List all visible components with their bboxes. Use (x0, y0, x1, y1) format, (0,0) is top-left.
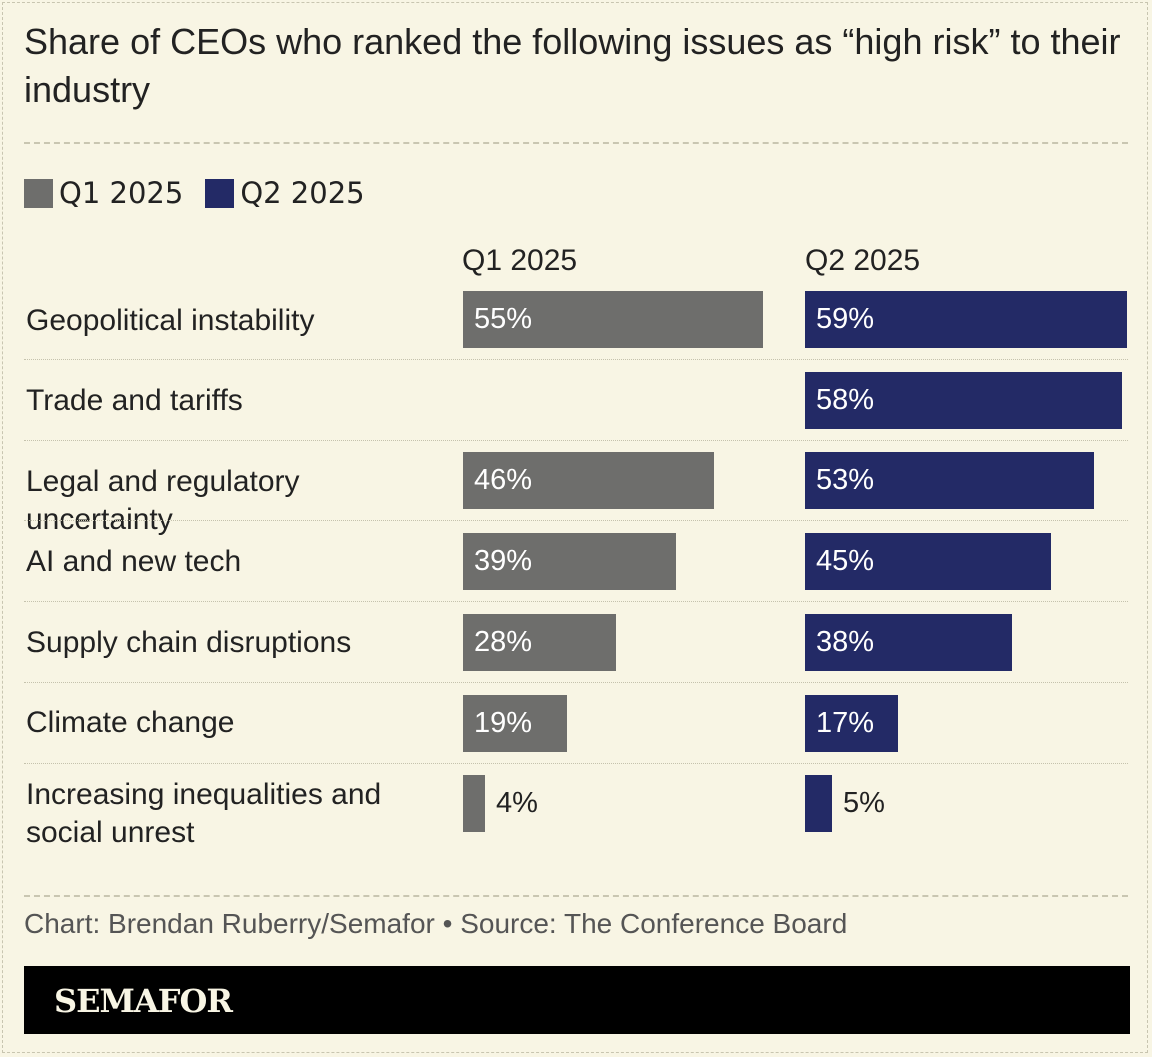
column-header-q2: Q2 2025 (805, 244, 921, 277)
bar-q1 (463, 452, 714, 509)
bar-q2 (805, 775, 832, 832)
row-separator (24, 763, 1128, 764)
category-label: AI and new tech (26, 545, 242, 578)
bar-value-label: 19% (474, 707, 533, 739)
bar-value-label: 28% (474, 626, 533, 658)
legend: Q1 2025 Q2 2025 (24, 176, 387, 210)
category-label: Increasing inequalities and social unres… (26, 778, 382, 849)
legend-item-q2: Q2 2025 (205, 176, 365, 210)
legend-label-q1: Q1 2025 (59, 176, 184, 210)
bar-q1 (463, 775, 485, 832)
category-label: Trade and tariffs (26, 384, 243, 417)
bar-value-label: 4% (496, 787, 538, 819)
category-label: Legal and regulatory uncertainty (26, 465, 300, 536)
title-divider (24, 142, 1128, 144)
bar-value-label: 5% (843, 787, 885, 819)
chart-credit: Chart: Brendan Ruberry/Semafor • Source:… (24, 908, 848, 939)
bar-value-label: 45% (816, 545, 875, 577)
row-separator (24, 359, 1128, 360)
bar-q1 (463, 533, 676, 590)
chart-title: Share of CEOs who ranked the following i… (24, 21, 1121, 110)
bar-value-label: 59% (816, 303, 875, 335)
category-label: Climate change (26, 706, 235, 739)
bar-value-label: 58% (816, 384, 875, 416)
category-label: Supply chain disruptions (26, 626, 352, 659)
semafor-logo: SEMAFOR (54, 982, 233, 1020)
bar-q2 (805, 695, 898, 752)
bar-q1 (463, 614, 616, 671)
brand-footer: SEMAFOR (24, 966, 1130, 1034)
row-separator (24, 682, 1128, 683)
bar-q2 (805, 533, 1051, 590)
bar-q1 (463, 291, 763, 348)
bar-q2 (805, 452, 1094, 509)
bar-value-label: 55% (474, 303, 533, 335)
column-header-q1: Q1 2025 (462, 244, 578, 277)
legend-swatch-q2 (205, 178, 235, 208)
legend-item-q1: Q1 2025 (24, 176, 183, 210)
bar-q2 (805, 291, 1127, 348)
row-separator (24, 520, 1128, 521)
row-separator (24, 601, 1128, 602)
bar-value-label: 38% (816, 626, 875, 658)
bar-value-label: 39% (474, 545, 533, 577)
bar-value-label: 53% (816, 464, 875, 496)
category-label: Geopolitical instability (26, 304, 315, 337)
row-separator (24, 440, 1128, 441)
footer-divider (24, 895, 1128, 897)
bar-q1 (463, 695, 567, 752)
legend-swatch-q1 (24, 178, 53, 208)
legend-label-q2: Q2 2025 (240, 176, 365, 210)
bar-q2 (805, 614, 1012, 671)
bar-value-label: 46% (474, 464, 533, 496)
bar-value-label: 17% (816, 707, 875, 739)
bar-q2 (805, 372, 1122, 429)
